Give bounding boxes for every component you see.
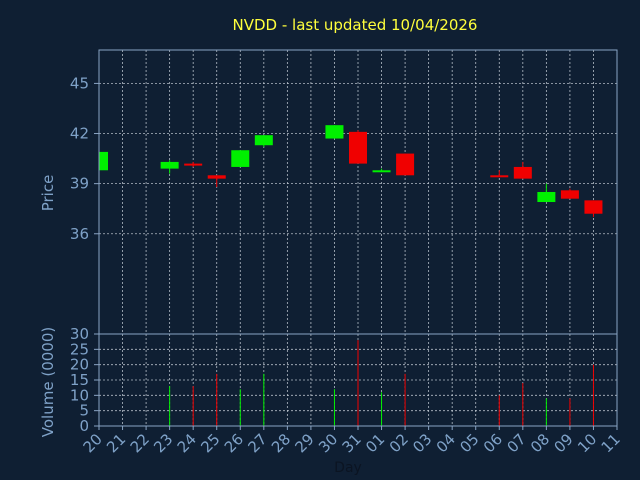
x-tick-label: 09 xyxy=(551,430,577,456)
x-tick-label: 07 xyxy=(503,430,529,456)
x-tick-label: 29 xyxy=(292,430,318,456)
x-axis-label: Day xyxy=(334,460,362,476)
x-tick-label: 04 xyxy=(433,430,459,456)
x-tick-label: 10 xyxy=(574,430,600,456)
candle-body xyxy=(513,166,532,179)
price-tick-label: 36 xyxy=(70,225,89,243)
volume-tick-label: 0 xyxy=(79,417,89,435)
candle-body xyxy=(99,151,108,171)
candle-body xyxy=(537,192,556,203)
volume-tick-label: 15 xyxy=(70,371,89,389)
candle-body xyxy=(160,161,179,169)
volume-tick-label: 5 xyxy=(79,402,89,420)
x-tick-label: 30 xyxy=(315,430,341,456)
volume-axis-label: Volume (0000) xyxy=(39,327,57,437)
x-tick-label: 02 xyxy=(386,430,412,456)
volume-tick-label: 20 xyxy=(70,356,89,374)
x-tick-label: 25 xyxy=(197,430,223,456)
price-tick-label: 39 xyxy=(70,175,89,193)
x-tick-label: 05 xyxy=(456,430,482,456)
x-tick-label: 01 xyxy=(362,430,388,456)
candle-body xyxy=(490,175,509,178)
candle-body xyxy=(396,153,415,176)
x-tick-label: 28 xyxy=(268,430,294,456)
grid-layer xyxy=(99,50,617,426)
volume-tick-label: 10 xyxy=(70,386,89,404)
candle-body xyxy=(325,125,344,139)
candle-body xyxy=(372,170,391,173)
price-tick-label: 45 xyxy=(70,74,89,92)
x-tick-label: 26 xyxy=(221,430,247,456)
candle-layer xyxy=(98,125,603,218)
x-tick-label: 06 xyxy=(480,430,506,456)
candle-body xyxy=(349,131,367,164)
price-tick-label: 42 xyxy=(70,125,89,143)
x-tick-label: 03 xyxy=(409,430,435,456)
candle-body xyxy=(184,163,203,166)
candle-body xyxy=(231,150,250,167)
x-tick-label: 31 xyxy=(339,430,365,456)
x-tick-label: 11 xyxy=(598,430,624,456)
x-tick-label: 24 xyxy=(174,430,200,456)
x-tick-label: 21 xyxy=(103,430,129,456)
volume-tick-label: 25 xyxy=(70,340,89,358)
candle-body xyxy=(254,135,273,146)
price-tick-label: 30 xyxy=(70,325,89,343)
candle-body xyxy=(560,190,579,199)
candle-body xyxy=(207,175,226,179)
candle-body xyxy=(584,200,603,214)
x-tick-label: 22 xyxy=(127,430,153,456)
price-axis-label: Price xyxy=(39,175,57,212)
chart-title: NVDD - last updated 10/04/2026 xyxy=(233,16,478,34)
x-tick-label: 23 xyxy=(150,430,176,456)
x-tick-label: 08 xyxy=(527,430,553,456)
volume-layer xyxy=(169,340,594,426)
x-tick-label: 27 xyxy=(244,430,270,456)
